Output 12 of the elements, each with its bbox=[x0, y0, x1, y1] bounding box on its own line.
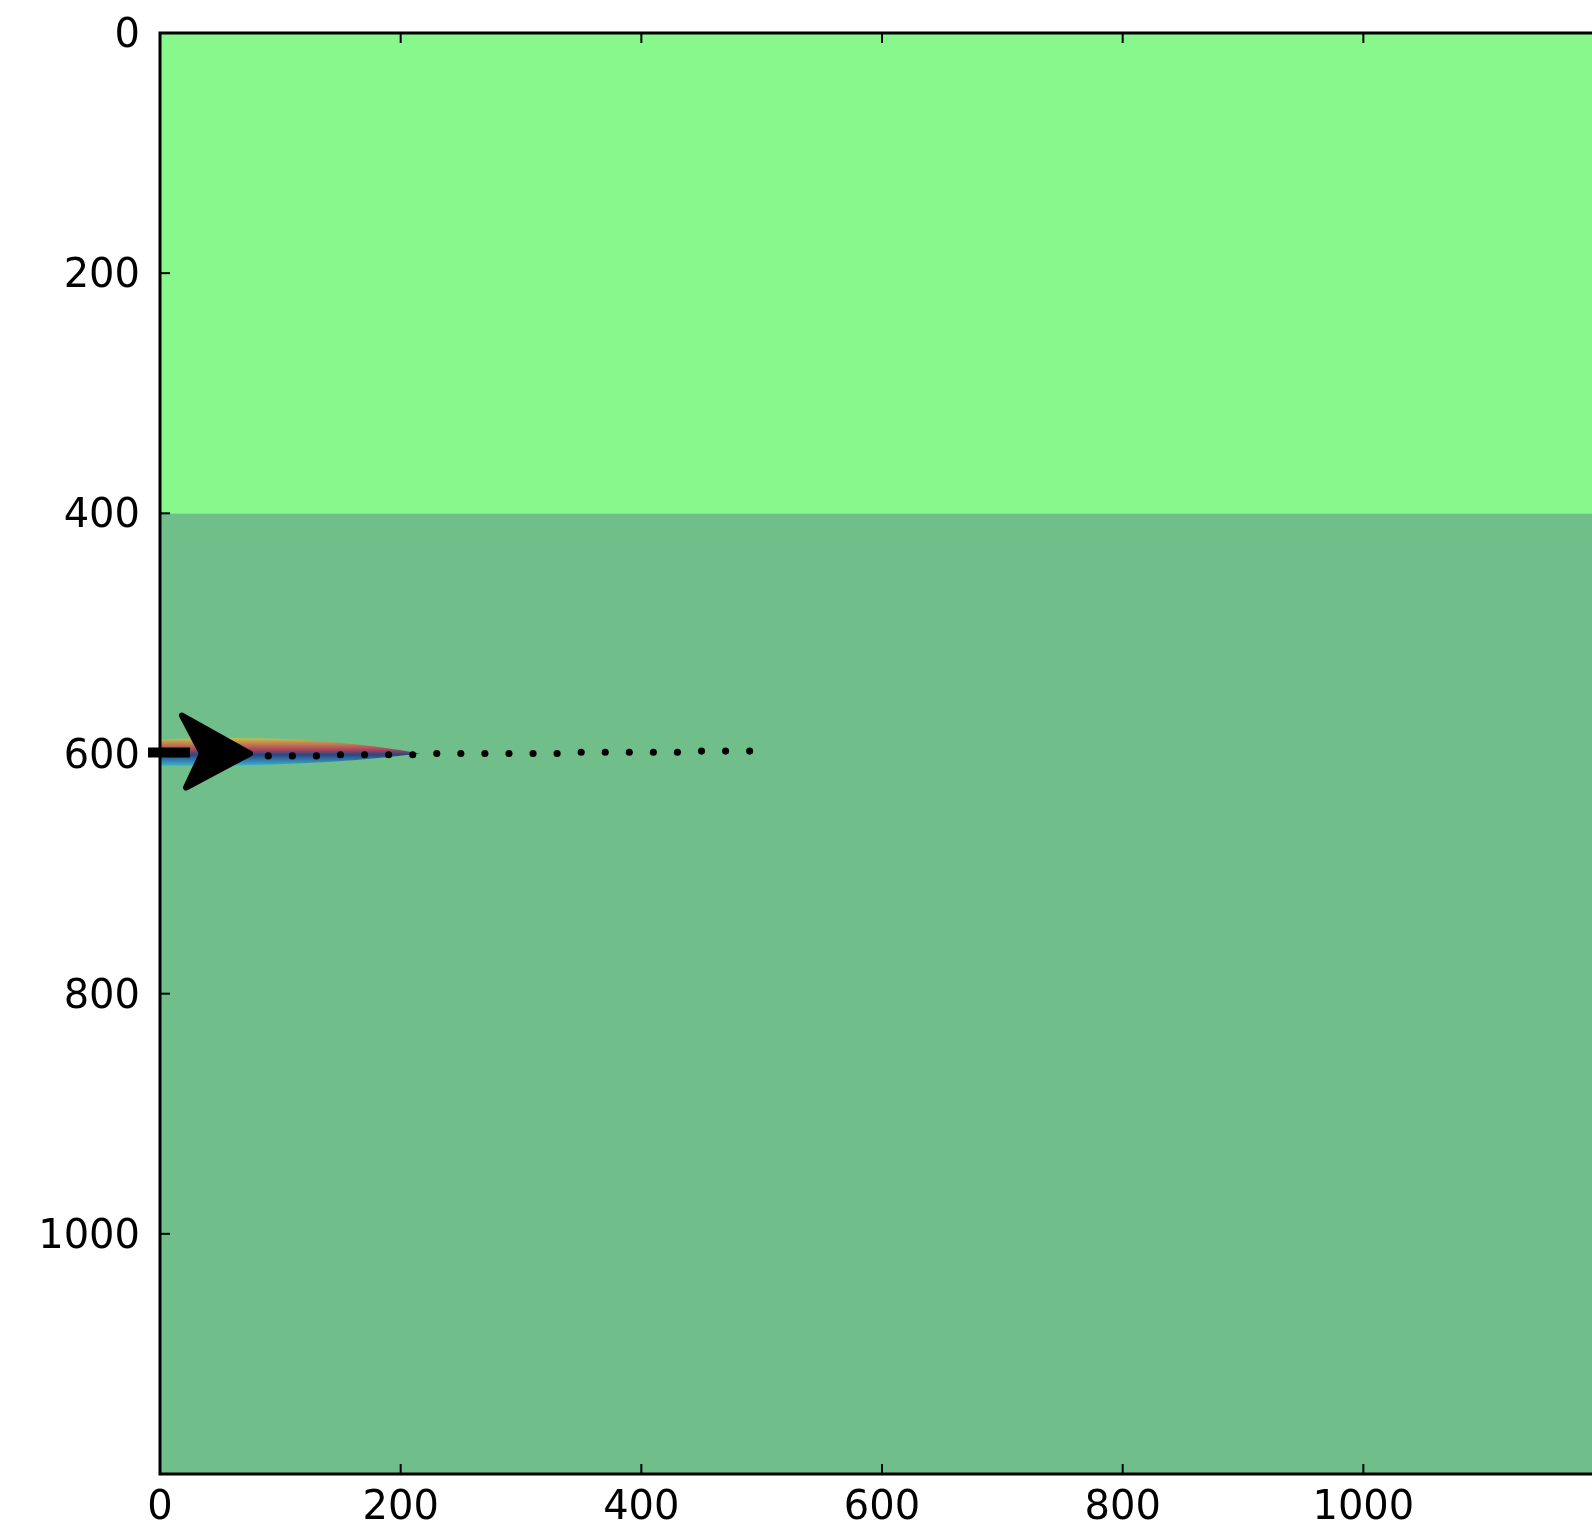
y-tick-label: 1000 bbox=[38, 1210, 140, 1257]
x-tick-label: 1000 bbox=[1312, 1482, 1415, 1528]
x-tick-label: 800 bbox=[1084, 1482, 1161, 1528]
y-tick-label: 400 bbox=[63, 490, 140, 537]
x-tick-label: 0 bbox=[147, 1482, 173, 1528]
x-tick-label: 200 bbox=[362, 1482, 439, 1528]
y-tick-label: 600 bbox=[63, 730, 140, 777]
y-tick-label: 800 bbox=[63, 970, 140, 1017]
y-tick-label: 200 bbox=[63, 250, 140, 297]
x-tick-label: 600 bbox=[843, 1482, 921, 1528]
x-tick-label: 400 bbox=[603, 1482, 680, 1528]
y-tick-label: 0 bbox=[114, 10, 140, 56]
